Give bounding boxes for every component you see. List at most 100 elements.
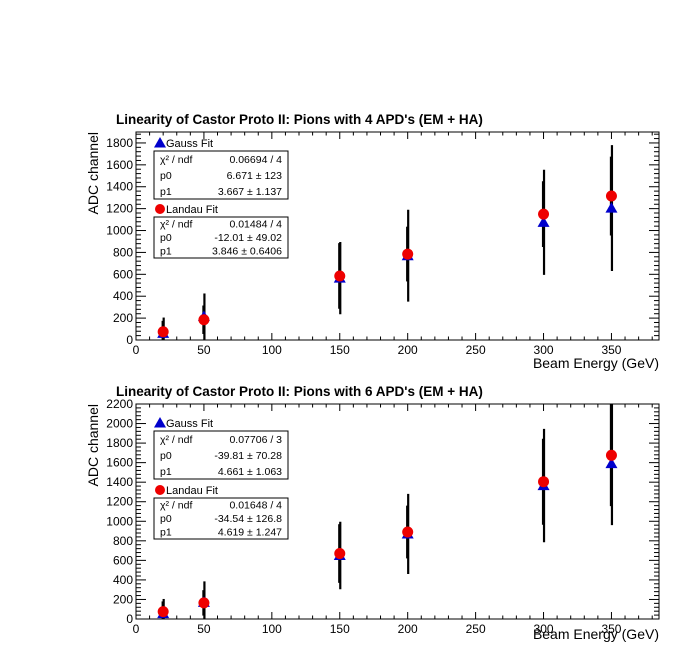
gauss-point (605, 202, 618, 213)
x-tick-label: 350 (601, 343, 621, 357)
stats-value: 6.671 ± 123 (227, 170, 283, 182)
y-axis-label: ADC channel (85, 132, 101, 215)
stats-label: p0 (160, 170, 172, 182)
stats-label: χ² / ndf (160, 154, 192, 166)
landau-point (198, 597, 210, 609)
y-tick-label: 1000 (106, 224, 133, 238)
x-tick-label: 0 (133, 343, 140, 357)
y-tick-label: 400 (113, 573, 133, 587)
legend-gauss-marker (154, 137, 166, 148)
y-tick-label: 800 (113, 245, 133, 259)
stats-label: p0 (160, 232, 172, 244)
plot-frame (135, 131, 660, 341)
y-tick-label: 1800 (106, 436, 133, 450)
stats-value: 0.07706 / 3 (229, 434, 282, 446)
y-tick-label: 600 (113, 267, 133, 281)
stats-value: 3.846 ± 0.6406 (212, 246, 282, 258)
x-tick-label: 250 (466, 622, 486, 636)
y-tick-label: 0 (126, 612, 133, 626)
gauss-point (537, 216, 550, 227)
x-tick-label: 0 (133, 622, 140, 636)
stats-table (153, 150, 289, 200)
x-tick-label: 300 (534, 622, 554, 636)
x-tick-label: 50 (197, 343, 211, 357)
landau-point (198, 314, 210, 326)
landau-point (538, 476, 550, 488)
x-tick-label: 300 (534, 343, 554, 357)
stats-table (153, 216, 289, 259)
stats-header: Landau Fit (166, 485, 218, 497)
stats-value: -12.01 ± 49.02 (214, 232, 282, 244)
legend-gauss-marker (154, 417, 166, 428)
y-tick-label: 400 (113, 289, 133, 303)
x-tick-label: 200 (398, 622, 418, 636)
landau-point (402, 248, 414, 260)
y-tick-label: 800 (113, 534, 133, 548)
y-tick-label: 0 (126, 333, 133, 347)
landau-point (157, 326, 169, 338)
stats-table (153, 430, 289, 480)
x-tick-label: 200 (398, 343, 418, 357)
stats-header: Gauss Fit (166, 418, 213, 430)
stats-label: p1 (160, 186, 172, 198)
legend-landau-marker (155, 204, 165, 214)
gauss-point (605, 457, 618, 469)
stats-value: 0.06694 / 4 (229, 154, 282, 166)
x-tick-label: 100 (262, 343, 282, 357)
stats-box-landau: Landau Fit χ² / ndf 0.01484 / 4 p0 -12.01 ± … (153, 204, 289, 259)
stats-label: χ² / ndf (160, 434, 192, 446)
y-tick-label: 1600 (106, 158, 133, 172)
stats-value: 3.667 ± 1.137 (218, 186, 282, 198)
stats-label: p1 (160, 466, 172, 478)
stats-label: p0 (160, 450, 172, 462)
legend-landau-marker (155, 485, 165, 495)
stats-label: p0 (160, 513, 172, 525)
stats-value: 4.619 ± 1.247 (218, 527, 282, 539)
stats-label: p1 (160, 246, 172, 258)
x-axis-label: Beam Energy (GeV) (533, 355, 659, 371)
x-axis-label: Beam Energy (GeV) (533, 626, 659, 642)
landau-point (334, 270, 346, 282)
y-tick-label: 200 (113, 311, 133, 325)
y-tick-label: 1800 (106, 136, 133, 150)
x-tick-label: 150 (330, 343, 350, 357)
landau-point (605, 190, 617, 202)
stats-value: -34.54 ± 126.8 (214, 513, 282, 525)
y-tick-label: 1200 (106, 495, 133, 509)
y-tick-label: 200 (113, 592, 133, 606)
stats-value: -39.81 ± 70.28 (214, 450, 282, 462)
plot-frame (135, 403, 660, 620)
stats-box-landau: Landau Fit χ² / ndf 0.01648 / 4 p0 -34.54 ± … (153, 485, 289, 540)
y-tick-label: 1600 (106, 456, 133, 470)
chart-title: Linearity of Castor Proto II: Pions with… (116, 384, 483, 399)
landau-point (538, 208, 550, 220)
landau-point (605, 449, 617, 461)
y-tick-label: 600 (113, 553, 133, 567)
stats-value: 0.01484 / 4 (229, 218, 282, 230)
y-axis-label: ADC channel (85, 404, 101, 487)
y-tick-label: 1400 (106, 180, 133, 194)
y-tick-label: 2000 (106, 417, 133, 431)
x-tick-label: 50 (197, 622, 211, 636)
chart-title: Linearity of Castor Proto II: Pions with… (116, 112, 483, 127)
landau-point (402, 526, 414, 538)
stats-label: χ² / ndf (160, 218, 192, 230)
y-tick-label: 2200 (106, 397, 133, 411)
stats-table (153, 497, 289, 540)
chart-panel-2: Linearity of Castor Proto II: Pions with… (85, 384, 660, 642)
stats-label: p1 (160, 527, 172, 539)
stats-value: 0.01648 / 4 (229, 499, 282, 511)
x-tick-label: 350 (601, 622, 621, 636)
x-tick-label: 150 (330, 622, 350, 636)
landau-point (157, 606, 169, 618)
stats-box-gauss: Gauss Fit χ² / ndf 0.07706 / 3 p0 -39.81 ± 7… (153, 417, 289, 480)
stats-value: 4.661 ± 1.063 (218, 466, 282, 478)
x-tick-label: 100 (262, 622, 282, 636)
chart-panel-1: Linearity of Castor Proto II: Pions with… (85, 112, 660, 371)
stats-box-gauss: Gauss Fit χ² / ndf 0.06694 / 4 p0 6.671 ± 12… (153, 137, 289, 200)
stats-header: Gauss Fit (166, 138, 213, 150)
stats-header: Landau Fit (166, 204, 218, 216)
y-tick-label: 1200 (106, 202, 133, 216)
landau-point (334, 548, 346, 560)
